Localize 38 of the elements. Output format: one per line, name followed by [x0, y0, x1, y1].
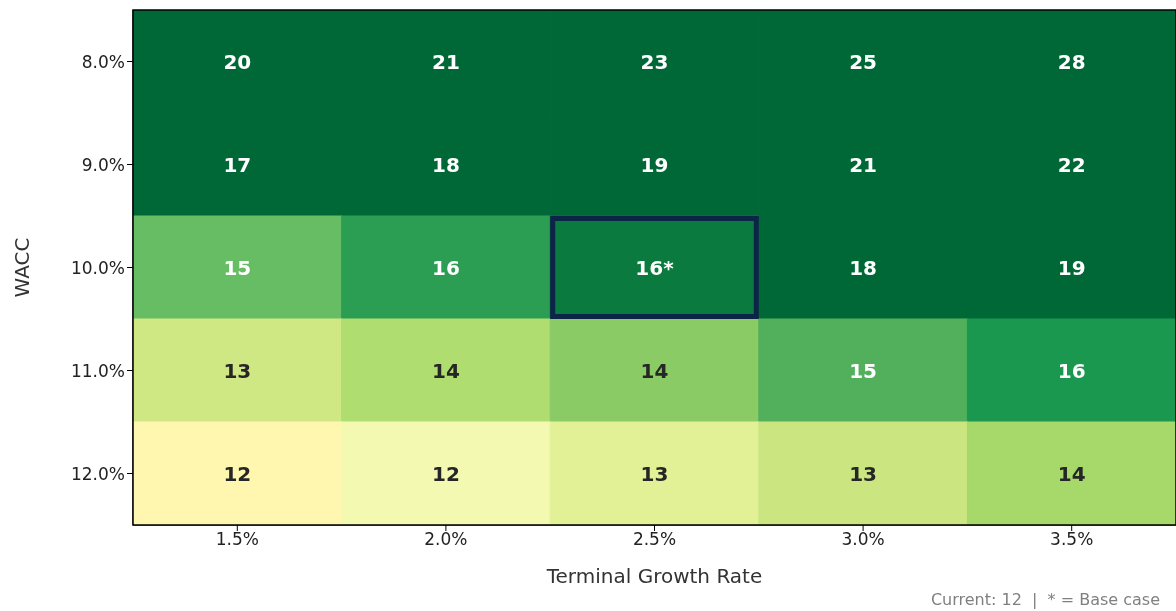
x-tick-label: 3.5%: [1050, 529, 1094, 550]
x-tick-label: 2.0%: [424, 529, 468, 550]
x-tick-label: 3.0%: [841, 529, 885, 550]
y-tick-label: 12.0%: [70, 463, 125, 484]
y-tick-label: 9.0%: [81, 154, 125, 175]
data-label: 15: [849, 358, 878, 383]
data-label: 16: [1057, 358, 1086, 383]
data-label: 22: [1057, 152, 1086, 177]
data-label: 17: [223, 152, 252, 177]
data-label: 23: [640, 49, 669, 74]
data-label: 18: [849, 255, 878, 280]
x-tick-label: 2.5%: [632, 529, 677, 550]
data-label: 12: [431, 461, 460, 486]
data-label: 14: [1057, 461, 1086, 486]
data-label: 21: [849, 152, 878, 177]
data-label: 19: [640, 152, 669, 177]
data-label: 15: [223, 255, 252, 280]
data-label: 25: [849, 49, 878, 74]
data-label: 19: [1057, 255, 1086, 280]
data-label: 16: [431, 255, 460, 280]
data-label: 28: [1057, 49, 1086, 74]
data-label: 16*: [635, 255, 675, 280]
x-axis-title: Terminal Growth Rate: [545, 564, 763, 589]
data-label: 13: [849, 461, 878, 486]
y-axis-title: WACC: [10, 237, 35, 298]
x-tick-label: 1.5%: [215, 529, 259, 550]
data-label: 13: [640, 461, 669, 486]
data-label: 14: [431, 358, 460, 383]
y-tick-label: 8.0%: [81, 51, 125, 72]
data-label: 14: [640, 358, 669, 383]
data-label: 12: [223, 461, 252, 486]
y-tick-label: 11.0%: [70, 360, 125, 381]
data-label: 20: [223, 49, 252, 74]
y-tick-label: 10.0%: [70, 257, 125, 278]
data-label: 21: [431, 49, 460, 74]
text: Current: 12 | * = Base case: [930, 590, 1160, 609]
data-label: 18: [431, 152, 460, 177]
data-label: 13: [223, 358, 252, 383]
